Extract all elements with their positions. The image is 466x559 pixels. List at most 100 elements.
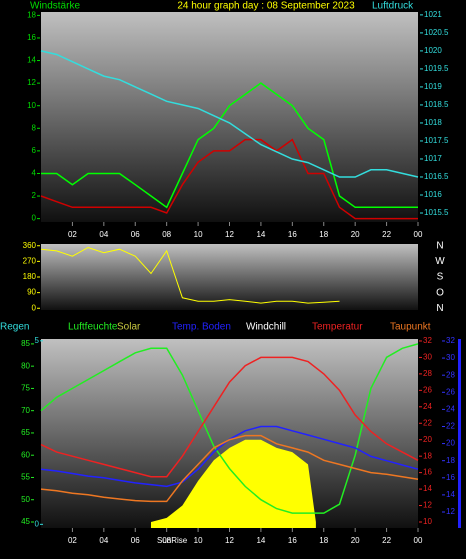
tick-label: 4 [32, 169, 37, 178]
direction-label: O [436, 287, 444, 298]
tick-label: 30 [423, 353, 432, 362]
tick-label: 10 [27, 101, 36, 110]
x-tick-label: 10 [194, 230, 203, 239]
tick-label: 20 [423, 435, 432, 444]
x-tick-label: 16 [288, 536, 297, 545]
data-line [40, 343, 419, 514]
tick-label: 22 [446, 422, 455, 431]
tick-label: 75 [21, 384, 30, 393]
x-tick-label: 06 [131, 230, 140, 239]
tick-label: 24 [446, 404, 455, 413]
chart-title: 24 hour graph day : 08 September 2023 [177, 1, 355, 12]
tick-label: 18 [446, 456, 455, 465]
tick-label: 22 [423, 418, 432, 427]
data-line [40, 434, 419, 503]
x-tick-label: 08 [162, 536, 171, 545]
legend-entry: Luftfeuchte [68, 322, 118, 333]
tick-label: 10 [423, 517, 432, 526]
x-tick-label: 02 [68, 230, 77, 239]
legend-entry: Taupunkt [390, 322, 431, 333]
tick-label: 1017 [424, 154, 442, 163]
tick-label: 45 [21, 517, 30, 526]
legend-entry: Solar [117, 322, 141, 333]
tick-label: 85 [21, 339, 30, 348]
x-tick-label: 00 [414, 230, 423, 239]
x-tick-label: 06 [131, 536, 140, 545]
tick-label: 180 [23, 272, 37, 281]
plot-area [41, 244, 418, 310]
x-tick-label: 22 [382, 230, 391, 239]
tick-label: 28 [446, 370, 455, 379]
tick-label: 1021 [424, 10, 442, 19]
x-tick-label: 12 [225, 230, 234, 239]
tick-label: 90 [27, 288, 36, 297]
tick-label: 5 [35, 336, 40, 345]
tick-label: 18 [27, 10, 36, 19]
y-label: Windstärke [30, 1, 80, 12]
solar-area [150, 439, 316, 528]
tick-label: 1018.5 [424, 100, 449, 109]
tick-label: 12 [423, 501, 432, 510]
x-tick-label: 04 [99, 536, 108, 545]
tick-label: 1017.5 [424, 136, 449, 145]
windchill-label: Windchill [246, 322, 286, 333]
tick-label: 1018 [424, 118, 442, 127]
tick-label: 1019 [424, 82, 442, 91]
annotation: SunRise [157, 536, 188, 545]
tick-label: 1015.5 [424, 208, 449, 217]
tick-label: 16 [423, 468, 432, 477]
x-tick-label: 12 [225, 536, 234, 545]
legend-entry: Temperatur [312, 322, 363, 333]
data-line [40, 138, 418, 220]
tick-label: 14 [446, 490, 455, 499]
plot-area [41, 12, 418, 222]
direction-label: W [435, 256, 445, 267]
tick-label: 18 [423, 451, 432, 460]
axis-bar [458, 339, 461, 528]
tick-label: 65 [21, 428, 30, 437]
tick-label: 0 [32, 214, 37, 223]
y2-label: Luftdruck [372, 1, 414, 12]
tick-label: 1020 [424, 46, 442, 55]
tick-label: 55 [21, 473, 30, 482]
tick-label: 14 [423, 484, 432, 493]
x-tick-label: 02 [68, 536, 77, 545]
tick-label: 60 [21, 450, 30, 459]
x-tick-label: 18 [319, 536, 328, 545]
data-line [41, 82, 418, 209]
tick-label: 32 [423, 336, 432, 345]
direction-label: N [436, 303, 443, 314]
x-tick-label: 20 [351, 536, 360, 545]
tick-label: 14 [27, 56, 36, 65]
tick-label: 16 [27, 33, 36, 42]
x-tick-label: 10 [194, 536, 203, 545]
tick-label: 1019.5 [424, 64, 449, 73]
x-tick-label: 04 [99, 230, 108, 239]
tick-label: 26 [423, 385, 432, 394]
tick-label: 1020.5 [424, 28, 449, 37]
legend-entry: Temp. Boden [172, 322, 231, 333]
data-line [40, 246, 340, 304]
tick-label: 6 [32, 146, 37, 155]
tick-label: 270 [23, 256, 37, 265]
tick-label: 2 [32, 191, 37, 200]
tick-label: 28 [423, 369, 432, 378]
tick-label: 50 [21, 495, 30, 504]
tick-label: 12 [446, 507, 455, 516]
tick-label: 1016 [424, 190, 442, 199]
tick-label: 80 [21, 361, 30, 370]
tick-label: 70 [21, 406, 30, 415]
x-tick-label: 08 [162, 230, 171, 239]
direction-label: N [436, 240, 443, 251]
data-line [40, 356, 419, 478]
tick-label: 8 [32, 123, 37, 132]
tick-label: 12 [27, 78, 36, 87]
tick-label: 24 [423, 402, 432, 411]
x-tick-label: 14 [256, 230, 265, 239]
tick-label: 26 [446, 387, 455, 396]
x-tick-label: 00 [414, 536, 423, 545]
x-tick-label: 22 [382, 536, 391, 545]
rain-label: Regen [0, 322, 29, 333]
tick-label: 20 [446, 439, 455, 448]
